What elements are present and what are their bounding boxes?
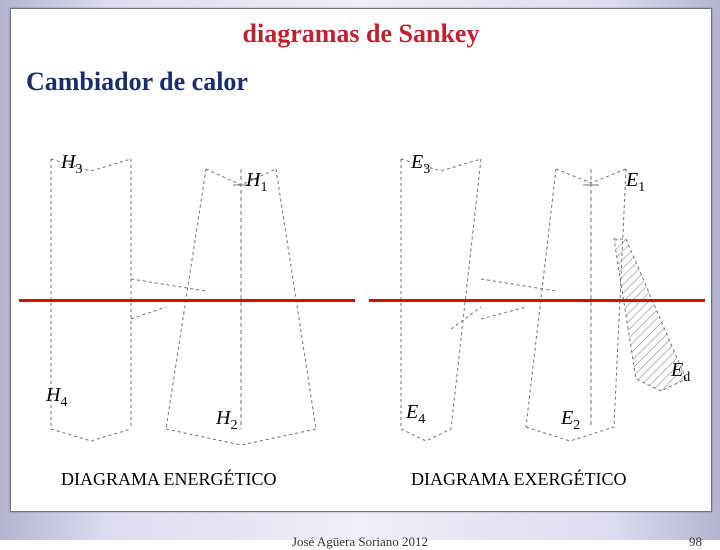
label-H2: H2 xyxy=(216,407,237,434)
midline-left xyxy=(19,299,355,302)
label-H4: H4 xyxy=(46,384,67,411)
page-title: diagramas de Sankey xyxy=(11,19,711,49)
label-Ed: Ed xyxy=(671,359,690,386)
subtitle: Cambiador de calor xyxy=(26,67,248,97)
label-E4: E4 xyxy=(406,401,425,428)
footer-author: José Agüera Soriano 2012 xyxy=(0,534,720,550)
label-H1: H1 xyxy=(246,169,267,196)
caption-exergy: DIAGRAMA EXERGÉTICO xyxy=(411,469,627,490)
midline-right xyxy=(369,299,705,302)
label-E3: E3 xyxy=(411,151,430,178)
caption-energy: DIAGRAMA ENERGÉTICO xyxy=(61,469,277,490)
footer-pagenum: 98 xyxy=(689,534,702,550)
content-frame: diagramas de Sankey Cambiador de calor H… xyxy=(10,8,712,512)
label-E2: E2 xyxy=(561,407,580,434)
label-E1: E1 xyxy=(626,169,645,196)
slide-background: diagramas de Sankey Cambiador de calor H… xyxy=(0,0,720,540)
label-H3: H3 xyxy=(61,151,82,178)
